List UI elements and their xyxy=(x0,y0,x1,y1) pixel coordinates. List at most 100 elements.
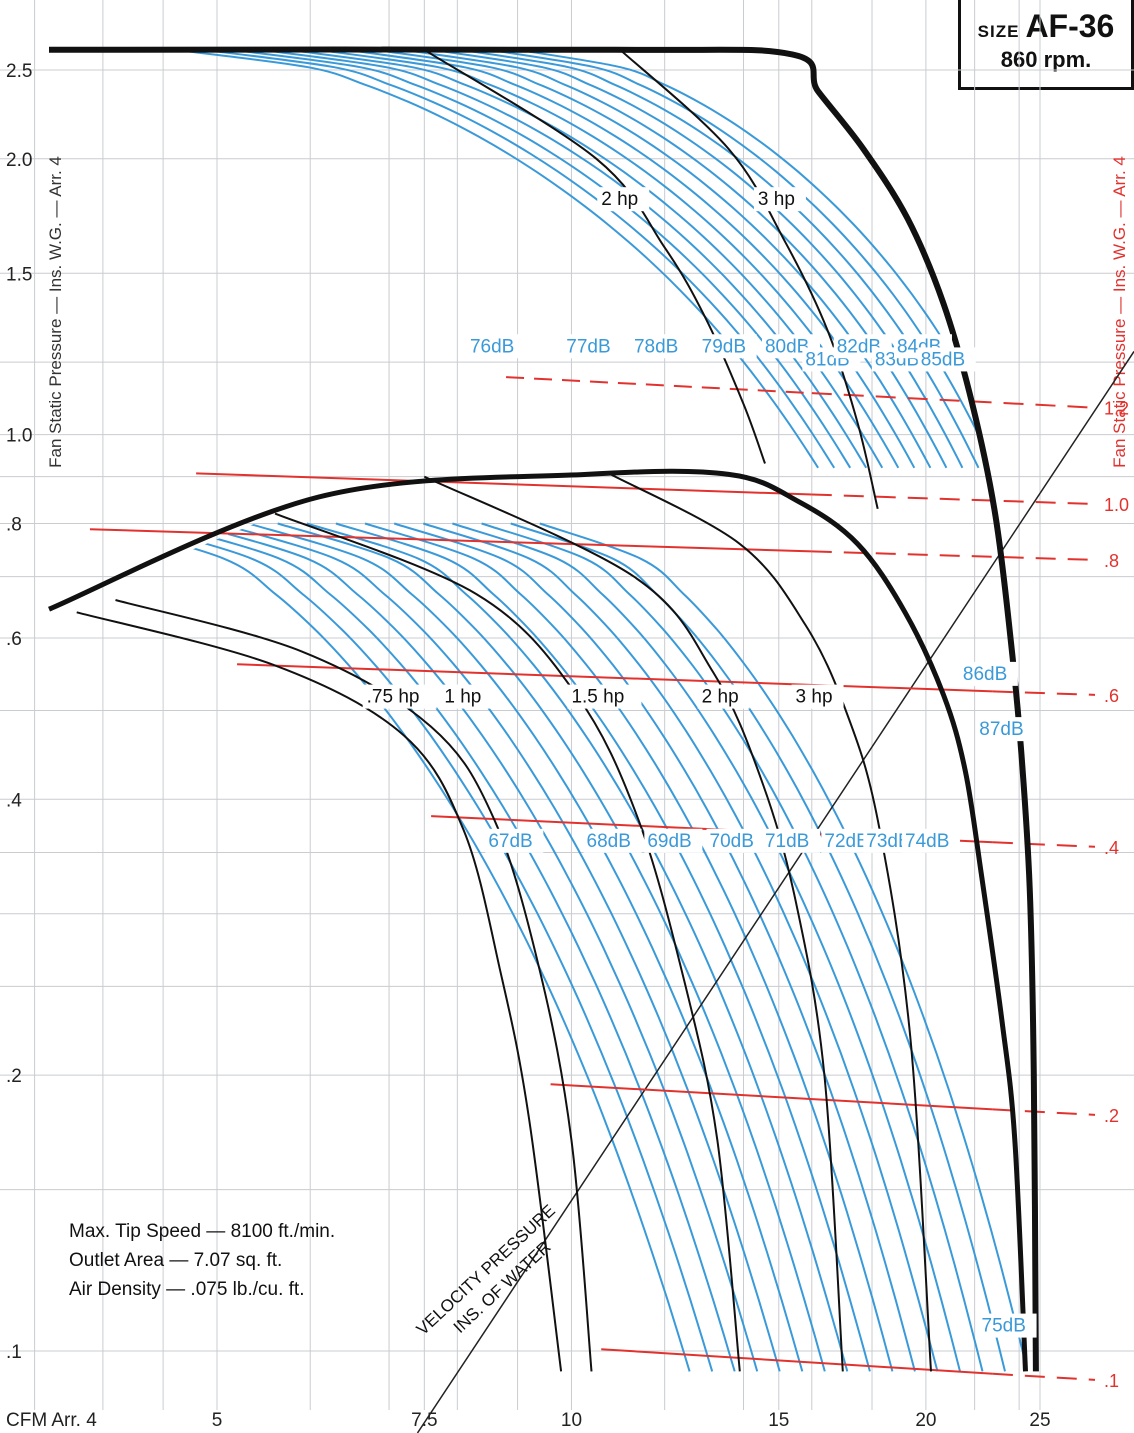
db-label-bg xyxy=(563,334,622,359)
db-label-bg xyxy=(959,661,1018,686)
hp-label-bg xyxy=(791,684,844,709)
db-label: 76dB xyxy=(470,336,514,357)
db-curve xyxy=(488,48,996,469)
db-label-bg xyxy=(706,828,765,853)
y-axis-title-right: Fan Static Pressure — Ins. W.G. — Arr. 4 xyxy=(1110,156,1129,468)
y-tick-label-left: 2.0 xyxy=(6,150,32,171)
spec-note: Outlet Area — 7.07 sq. ft. xyxy=(69,1250,282,1271)
db-curve xyxy=(335,522,871,1372)
db-label-bg xyxy=(485,828,544,853)
hp-label-bg xyxy=(597,187,650,212)
db-label-bg xyxy=(902,828,961,853)
vp-line-dashed xyxy=(992,690,1096,696)
db-curve xyxy=(190,522,759,1372)
hp-label: .75 hp xyxy=(367,687,420,708)
hp-label: 2 hp xyxy=(702,687,739,708)
db-curve xyxy=(231,48,852,469)
y-tick-label-left: 1.0 xyxy=(6,426,32,447)
vp-label: .4 xyxy=(1104,838,1119,858)
db-curve xyxy=(260,48,868,469)
hp-label-bg xyxy=(440,684,493,709)
db-curve xyxy=(102,522,691,1372)
db-curve xyxy=(160,522,736,1372)
db-label: 82dB xyxy=(837,336,881,357)
db-label: 79dB xyxy=(702,336,746,357)
hp-label-bg xyxy=(753,187,806,212)
db-curve xyxy=(393,522,916,1372)
db-curve xyxy=(306,522,849,1372)
y-tick-label-left: .1 xyxy=(6,1342,22,1363)
hp-label-bg xyxy=(567,684,642,709)
db-label: 69dB xyxy=(647,831,691,852)
db-label: 77dB xyxy=(566,336,610,357)
vp-line-dashed xyxy=(992,1108,1096,1116)
vp-line-solid xyxy=(506,376,812,395)
vp-title-line1: VELOCITY PRESSURE xyxy=(413,1201,559,1339)
chart-subtitle: 860 rpm. xyxy=(1000,47,1092,72)
db-curve xyxy=(248,522,804,1372)
db-label-bg xyxy=(917,347,976,372)
size-box: SIZE AF-36 860 rpm. xyxy=(958,0,1134,90)
db-curve xyxy=(374,48,932,469)
vp-label: .8 xyxy=(1104,551,1119,571)
y-tick-label-left: .2 xyxy=(6,1066,22,1087)
vp-label: .2 xyxy=(1104,1106,1119,1126)
db-label-bg xyxy=(978,1313,1037,1338)
db-label: 86dB xyxy=(963,664,1007,685)
lower-envelope xyxy=(48,468,1028,1372)
db-curve xyxy=(131,522,714,1372)
db-curve xyxy=(422,522,939,1372)
db-label: 73dB xyxy=(866,831,910,852)
db-curve xyxy=(219,522,781,1372)
hp-label: 1 hp xyxy=(444,687,481,708)
x-tick-label: 10 xyxy=(561,1410,582,1431)
size-label: SIZE xyxy=(977,22,1020,41)
vp-label: .6 xyxy=(1104,686,1119,706)
velocity-pressure-diagonal xyxy=(416,351,1134,1433)
db-label: 72dB xyxy=(824,831,868,852)
hp-label: 3 hp xyxy=(758,189,795,210)
db-label: 85dB xyxy=(921,349,965,370)
db-label: 78dB xyxy=(634,336,678,357)
hp-curve xyxy=(619,49,879,510)
hp-curve xyxy=(423,475,844,1372)
hp-curve xyxy=(610,473,932,1372)
vp-line-dashed xyxy=(992,1372,1096,1381)
hp-label: 2 hp xyxy=(601,189,638,210)
db-curve xyxy=(345,48,916,469)
vp-line-dashed xyxy=(992,841,1096,848)
x-axis-label: CFM Arr. 4 xyxy=(6,1410,97,1431)
db-curve xyxy=(460,48,980,469)
x-tick-label: 5 xyxy=(212,1410,223,1431)
db-label: 68dB xyxy=(587,831,631,852)
vp-label: 1.2 xyxy=(1104,399,1129,419)
x-tick-label: 7.5 xyxy=(411,1410,437,1431)
hp-label-bg xyxy=(697,684,750,709)
vp-line-solid xyxy=(237,663,993,693)
y-tick-label-left: .6 xyxy=(6,629,22,650)
vp-label: 1.0 xyxy=(1104,495,1129,515)
db-label: 70dB xyxy=(710,831,754,852)
hp-curve xyxy=(423,48,766,464)
x-tick-label: 25 xyxy=(1029,1410,1050,1431)
vp-line-dashed xyxy=(811,493,1096,506)
vp-line-solid xyxy=(550,1083,993,1111)
db-label: 87dB xyxy=(979,719,1023,740)
hp-label-bg xyxy=(362,684,437,709)
db-curve xyxy=(510,522,1006,1372)
db-label-bg xyxy=(583,828,642,853)
db-label-bg xyxy=(976,717,1035,742)
y-axis-title-left: Fan Static Pressure — Ins. W.G. — Arr. 4 xyxy=(46,156,65,468)
db-curve xyxy=(277,522,826,1372)
db-curve xyxy=(174,48,819,469)
vp-label: .1 xyxy=(1104,1371,1119,1391)
db-label-bg xyxy=(466,334,525,359)
db-label: 75dB xyxy=(982,1316,1026,1337)
db-curve xyxy=(364,522,894,1372)
y-tick-label-left: 2.5 xyxy=(6,61,32,82)
db-curve xyxy=(517,48,1012,469)
y-tick-label-left: .8 xyxy=(6,514,22,535)
db-label: 71dB xyxy=(765,831,809,852)
hp-label: 3 hp xyxy=(796,687,833,708)
